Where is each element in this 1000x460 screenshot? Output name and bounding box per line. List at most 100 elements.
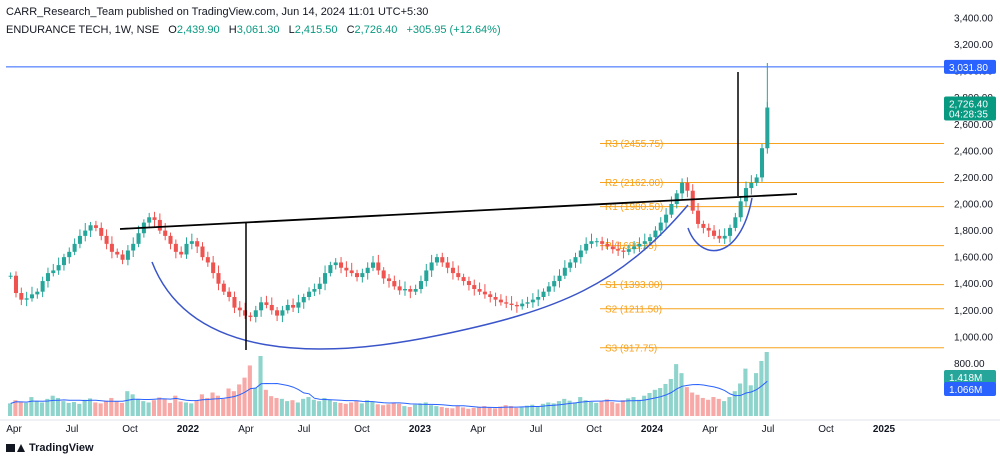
candle-body bbox=[392, 281, 397, 287]
candle-body bbox=[600, 241, 605, 244]
y-tick-label: 1,400.00 bbox=[954, 279, 993, 290]
volume-bar bbox=[45, 398, 50, 416]
price-tag-volume: 1.418M bbox=[949, 373, 982, 384]
x-tick-label: Oct bbox=[354, 424, 370, 435]
candle-body bbox=[514, 304, 519, 307]
x-tick-label: 2023 bbox=[409, 424, 432, 435]
volume-bar bbox=[178, 401, 183, 416]
candle-body bbox=[35, 291, 40, 295]
candle-body bbox=[56, 265, 61, 271]
volume-bar bbox=[610, 402, 615, 416]
x-tick-label: Oct bbox=[586, 424, 602, 435]
volume-bar bbox=[466, 408, 471, 416]
candle-body bbox=[605, 243, 610, 247]
volume-bar bbox=[514, 407, 519, 416]
candle-body bbox=[594, 241, 599, 243]
candle-body bbox=[115, 251, 120, 255]
candle-body bbox=[200, 246, 205, 258]
x-tick-label: 2024 bbox=[641, 424, 664, 435]
candle-body bbox=[243, 310, 248, 316]
close-label: C bbox=[346, 24, 355, 36]
volume-bar bbox=[615, 403, 620, 416]
pivot-label: R3 (2455.75) bbox=[605, 139, 663, 150]
volume-bar bbox=[743, 368, 748, 416]
volume-bar bbox=[343, 403, 348, 416]
candle-body bbox=[323, 273, 328, 284]
candle-body bbox=[589, 241, 594, 244]
volume-bar bbox=[199, 394, 204, 416]
volume-bar bbox=[333, 402, 338, 416]
candle-body bbox=[51, 270, 56, 274]
volume-bar bbox=[194, 400, 199, 416]
candle-body bbox=[77, 235, 82, 244]
candle-body bbox=[573, 257, 578, 263]
volume-bar bbox=[365, 400, 370, 416]
candle-body bbox=[386, 278, 392, 282]
candle-body bbox=[461, 277, 466, 282]
candle-body bbox=[269, 304, 274, 311]
volume-bar bbox=[546, 402, 551, 416]
candle-body bbox=[552, 281, 557, 287]
x-tick-label: 2025 bbox=[873, 424, 896, 435]
candle-body bbox=[264, 302, 269, 305]
y-tick-label: 2,000.00 bbox=[954, 200, 993, 211]
x-tick-label: Apr bbox=[702, 424, 718, 435]
y-tick-label: 1,800.00 bbox=[954, 226, 993, 237]
volume-bar bbox=[103, 400, 109, 416]
y-tick-label: 1,200.00 bbox=[954, 306, 993, 317]
candle-body bbox=[706, 227, 711, 231]
volume-bar bbox=[183, 402, 188, 416]
pivot-label: S3 (917.75) bbox=[605, 343, 657, 354]
volume-bar bbox=[434, 406, 439, 416]
volume-bar bbox=[754, 373, 759, 416]
candle-body bbox=[429, 262, 434, 271]
volume-bar bbox=[540, 403, 545, 416]
volume-bar bbox=[620, 400, 625, 416]
volume-bar bbox=[396, 403, 402, 416]
volume-bar bbox=[706, 399, 711, 416]
candle-body bbox=[482, 291, 487, 295]
volume-bar bbox=[34, 401, 39, 416]
candle-body bbox=[163, 230, 168, 236]
candle-body bbox=[621, 250, 626, 252]
volume-bar bbox=[412, 404, 418, 416]
candle-body bbox=[632, 246, 637, 250]
candle-body bbox=[339, 262, 344, 268]
candle-body bbox=[83, 230, 88, 236]
candle-body bbox=[67, 251, 72, 258]
candle-body bbox=[642, 241, 647, 244]
volume-bar bbox=[386, 404, 391, 416]
volume-bar bbox=[668, 378, 673, 416]
candle-body bbox=[536, 297, 541, 300]
high-label: H bbox=[228, 24, 237, 36]
candle-body bbox=[328, 265, 333, 274]
candle-body bbox=[376, 262, 381, 271]
volume-bar bbox=[444, 407, 450, 416]
candle-body bbox=[291, 304, 296, 308]
candle-body bbox=[13, 275, 19, 294]
candle-body bbox=[152, 217, 157, 220]
volume-bar bbox=[535, 406, 540, 416]
volume-bar bbox=[700, 397, 705, 416]
candle-body bbox=[93, 225, 98, 228]
candle-body bbox=[578, 250, 583, 258]
volume-bar bbox=[23, 402, 29, 416]
volume-bar bbox=[317, 401, 322, 416]
volume-bar bbox=[338, 402, 343, 416]
y-tick-label: 3,400.00 bbox=[954, 14, 993, 25]
volume-bar bbox=[359, 403, 364, 416]
candle-body bbox=[397, 286, 402, 291]
candle-body bbox=[424, 270, 429, 282]
volume-bar bbox=[247, 365, 252, 416]
volume-bar bbox=[599, 401, 604, 416]
volume-bar bbox=[583, 400, 588, 416]
candle-body bbox=[370, 262, 376, 268]
symbol-title[interactable]: ENDURANCE TECH, 1W, NSE bbox=[6, 24, 160, 36]
candle-body bbox=[674, 193, 679, 204]
candle-body bbox=[365, 267, 370, 274]
candle-body bbox=[450, 267, 455, 274]
tradingview-footer[interactable]: TradingView bbox=[6, 442, 94, 454]
candle-body bbox=[557, 275, 562, 282]
y-tick-label: 1,000.00 bbox=[954, 332, 993, 343]
